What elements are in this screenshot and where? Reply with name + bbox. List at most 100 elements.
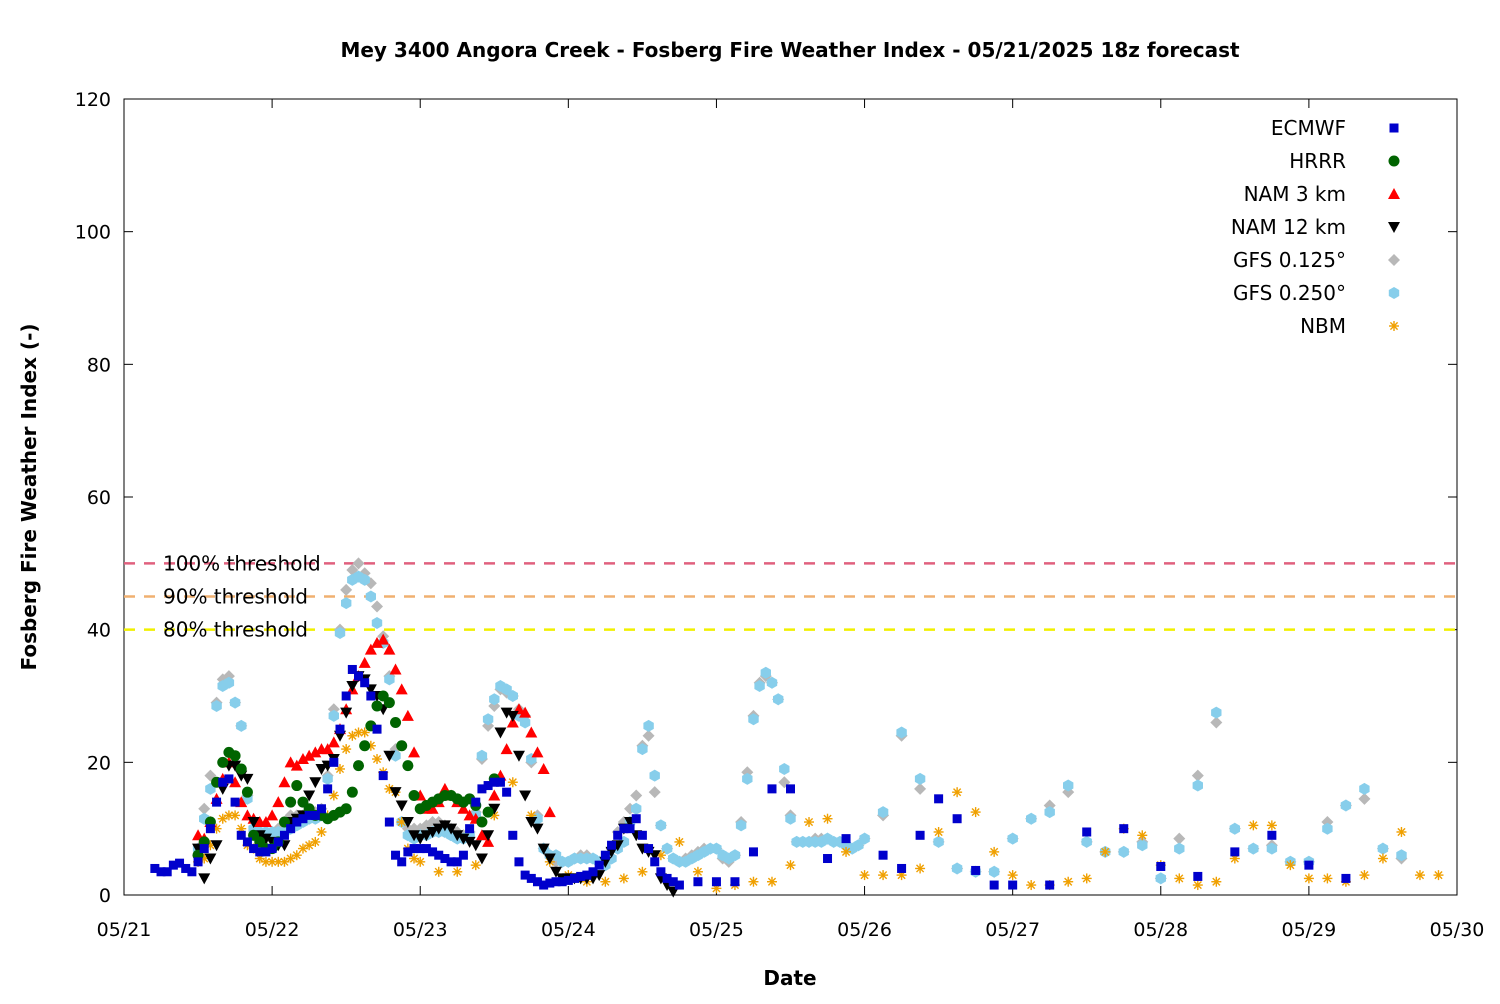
data-point bbox=[779, 763, 790, 775]
data-point bbox=[526, 873, 536, 883]
data-point bbox=[328, 709, 339, 722]
asterisk-stroke bbox=[1027, 880, 1036, 890]
asterisk-stroke bbox=[1138, 831, 1147, 840]
data-point bbox=[175, 858, 185, 868]
data-point bbox=[1248, 820, 1259, 831]
data-point bbox=[236, 719, 247, 732]
legend-marker bbox=[1388, 188, 1400, 199]
asterisk-stroke bbox=[292, 851, 301, 860]
series-nam-3-km bbox=[192, 633, 556, 847]
asterisk-stroke bbox=[934, 827, 943, 837]
legend-marker bbox=[1389, 321, 1399, 331]
data-point bbox=[415, 856, 426, 867]
data-point bbox=[545, 878, 555, 888]
data-point bbox=[414, 833, 427, 845]
data-point bbox=[631, 814, 641, 824]
data-point bbox=[457, 802, 470, 814]
data-point bbox=[341, 691, 351, 701]
data-point bbox=[383, 697, 395, 709]
y-tick-label: 100 bbox=[75, 222, 111, 244]
data-point bbox=[1174, 842, 1185, 855]
data-point bbox=[537, 843, 550, 855]
data-point bbox=[285, 796, 297, 808]
data-point bbox=[1081, 873, 1092, 884]
y-tick-label: 20 bbox=[87, 752, 111, 774]
asterisk-stroke bbox=[508, 778, 517, 787]
data-point bbox=[409, 844, 419, 854]
data-point bbox=[371, 700, 383, 712]
data-point bbox=[278, 776, 291, 788]
asterisk-stroke bbox=[348, 731, 357, 740]
data-point bbox=[469, 840, 482, 852]
asterisk-stroke bbox=[1008, 871, 1017, 880]
data-point bbox=[285, 853, 296, 864]
data-point bbox=[346, 786, 358, 798]
x-tick-label: 05/21 bbox=[97, 919, 152, 941]
asterisk-stroke bbox=[1397, 827, 1406, 837]
data-point bbox=[631, 802, 642, 815]
asterisk-stroke bbox=[1360, 871, 1369, 880]
data-point bbox=[915, 830, 925, 840]
data-point bbox=[420, 830, 433, 842]
data-point bbox=[340, 707, 353, 719]
data-point bbox=[212, 797, 222, 807]
data-point bbox=[286, 824, 296, 834]
asterisk-stroke bbox=[990, 847, 999, 856]
data-point bbox=[229, 760, 242, 772]
data-point bbox=[804, 817, 815, 828]
data-point bbox=[914, 782, 927, 795]
data-point bbox=[785, 812, 796, 825]
data-point bbox=[383, 643, 396, 655]
data-point bbox=[273, 837, 283, 847]
data-point bbox=[489, 777, 499, 787]
data-point bbox=[952, 814, 962, 824]
data-point bbox=[539, 880, 549, 890]
data-point bbox=[1304, 860, 1314, 870]
data-point bbox=[989, 865, 1000, 878]
asterisk-stroke bbox=[286, 854, 295, 863]
data-point bbox=[482, 713, 494, 726]
data-point bbox=[230, 810, 241, 821]
data-point bbox=[934, 794, 944, 804]
data-point bbox=[933, 826, 944, 837]
asterisk-stroke bbox=[971, 807, 980, 817]
data-point bbox=[303, 790, 316, 802]
data-point bbox=[1007, 870, 1018, 881]
data-point bbox=[1026, 812, 1037, 825]
data-point bbox=[372, 724, 382, 734]
data-point bbox=[230, 797, 240, 807]
legend-label: ECMWF bbox=[1271, 116, 1346, 140]
data-point bbox=[613, 830, 623, 840]
data-point bbox=[1063, 779, 1074, 792]
data-point bbox=[656, 867, 666, 877]
asterisk-stroke bbox=[1193, 880, 1202, 890]
data-point bbox=[1156, 861, 1166, 871]
data-point bbox=[952, 787, 963, 798]
data-point bbox=[1008, 880, 1018, 890]
data-point bbox=[576, 871, 586, 881]
data-point bbox=[514, 857, 524, 867]
series-ecmwf bbox=[150, 664, 1351, 890]
asterisk-stroke bbox=[1249, 821, 1258, 830]
data-point bbox=[341, 597, 352, 610]
data-point bbox=[1266, 820, 1277, 831]
data-point bbox=[397, 857, 407, 867]
data-point bbox=[470, 860, 481, 871]
data-point bbox=[162, 867, 172, 877]
data-point bbox=[255, 847, 265, 857]
data-point bbox=[296, 753, 309, 765]
asterisk-stroke bbox=[1434, 871, 1443, 880]
data-point bbox=[260, 856, 271, 867]
data-point bbox=[748, 847, 758, 857]
data-point bbox=[475, 853, 488, 865]
data-point bbox=[384, 817, 394, 827]
data-point bbox=[247, 817, 260, 829]
data-point bbox=[210, 840, 223, 852]
data-point bbox=[489, 693, 500, 706]
data-point bbox=[525, 817, 538, 829]
legend-marker bbox=[1388, 155, 1400, 167]
data-point bbox=[519, 790, 532, 802]
series-nbm bbox=[193, 727, 1444, 894]
data-point bbox=[279, 830, 289, 840]
data-point bbox=[729, 849, 741, 862]
